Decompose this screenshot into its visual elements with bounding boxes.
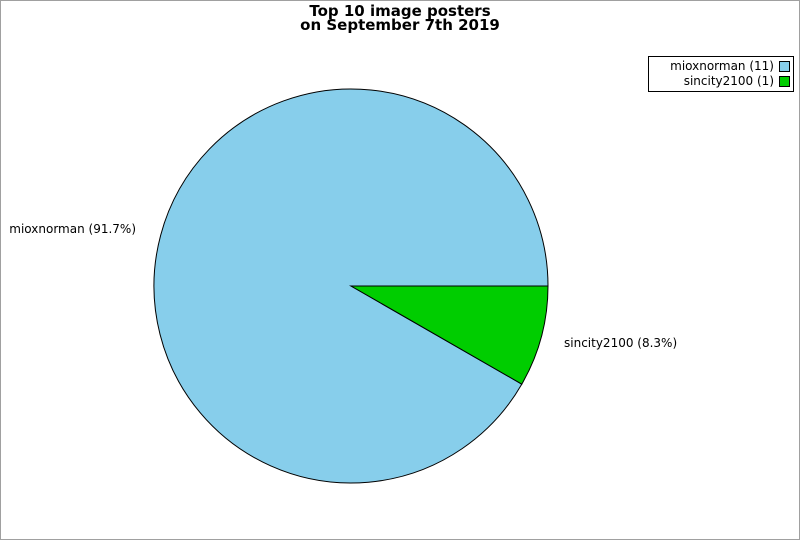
chart-title-line2: on September 7th 2019 [300,16,500,34]
pie-slice-sincity2100 [349,285,549,385]
legend: mioxnorman (11) sincity2100 (1) [648,56,794,92]
legend-swatch-mioxnorman [779,61,790,72]
legend-label: sincity2100 (1) [683,74,774,88]
legend-label: mioxnorman (11) [670,59,774,73]
pie-label-mioxnorman: mioxnorman (91.7%) [9,222,136,236]
pie-slice-mioxnorman [153,88,549,484]
pie-label-sincity2100: sincity2100 (8.3%) [564,336,678,350]
chart-title: Top 10 image posters on September 7th 20… [1,2,799,34]
legend-swatch-sincity2100 [779,76,790,87]
legend-item-mioxnorman: mioxnorman (11) [651,59,790,74]
legend-item-sincity2100: sincity2100 (1) [651,74,790,89]
chart-title-line1: Top 10 image posters [309,2,491,20]
